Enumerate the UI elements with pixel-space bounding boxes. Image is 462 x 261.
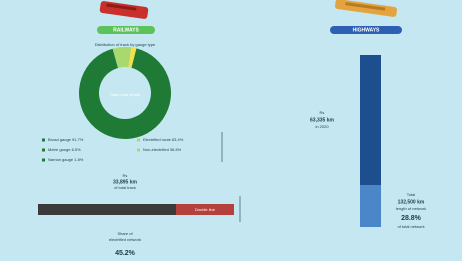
legend-swatch bbox=[42, 149, 45, 152]
legend-swatch bbox=[42, 139, 45, 142]
subtitle: Distribution of track by gauge type bbox=[95, 42, 156, 47]
foot-pct: 28.8% bbox=[401, 215, 422, 222]
legend-swatch bbox=[137, 139, 140, 142]
side-title: Rs bbox=[320, 110, 325, 115]
tag: HIGHWAYS bbox=[353, 27, 380, 33]
foot-note: of total network bbox=[397, 224, 424, 229]
foot-title: Total bbox=[407, 192, 416, 197]
foot-value: 132,500 km bbox=[398, 199, 425, 205]
network-bar-part bbox=[360, 185, 381, 227]
legend-label: Narrow gauge 1.8% bbox=[48, 157, 84, 162]
legend-label: Electrified route 63.4% bbox=[143, 137, 184, 142]
legend-label: Broad gauge 91.7% bbox=[48, 137, 84, 142]
donut-center: Total route length bbox=[110, 92, 141, 97]
tag: RAILWAYS bbox=[113, 27, 139, 33]
road-icon bbox=[335, 0, 398, 17]
legend-label: Non-electrified 36.6% bbox=[143, 147, 182, 152]
side-sub: in 2020 bbox=[315, 124, 329, 129]
foot-title: Share of bbox=[117, 231, 133, 236]
foot-sub: length of network bbox=[396, 206, 426, 211]
note-sub: of total track bbox=[114, 185, 136, 190]
bar-label: Double line bbox=[195, 207, 216, 212]
infographic: RAILWAYS Distribution of track by gauge … bbox=[0, 0, 462, 261]
legend-swatch bbox=[42, 159, 45, 162]
foot-value: 45.2% bbox=[115, 250, 136, 257]
legend: Broad gauge 91.7% Electrified route 63.4%… bbox=[42, 137, 184, 162]
page: {"left": {"tag": "RAILWAYS", "subtitle":… bbox=[0, 0, 462, 261]
legend-label: Metre gauge 6.5% bbox=[48, 147, 81, 152]
foot-sub: electrified network bbox=[109, 237, 141, 242]
note-title: Rs bbox=[123, 173, 128, 178]
train-icon bbox=[99, 1, 148, 20]
legend-swatch bbox=[137, 149, 140, 152]
side-value: 63,335 km bbox=[310, 117, 334, 123]
